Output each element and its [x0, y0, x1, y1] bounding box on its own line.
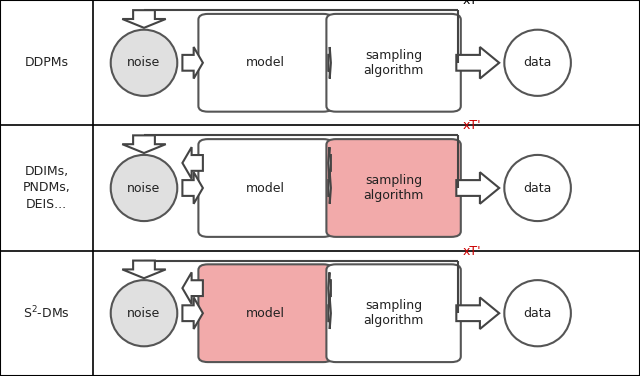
Text: DDPMs: DDPMs	[24, 56, 68, 69]
Text: sampling
algorithm: sampling algorithm	[364, 49, 424, 77]
Text: noise: noise	[127, 182, 161, 194]
Text: xT: xT	[463, 0, 478, 7]
FancyBboxPatch shape	[326, 264, 461, 362]
Text: data: data	[524, 182, 552, 194]
Text: data: data	[524, 307, 552, 320]
Polygon shape	[328, 47, 331, 79]
Ellipse shape	[111, 30, 177, 96]
Polygon shape	[122, 261, 166, 278]
Text: noise: noise	[127, 307, 161, 320]
FancyBboxPatch shape	[198, 264, 333, 362]
Polygon shape	[182, 147, 203, 179]
Ellipse shape	[504, 30, 571, 96]
Text: xT': xT'	[463, 244, 481, 258]
Polygon shape	[456, 297, 499, 329]
Text: data: data	[524, 56, 552, 69]
Polygon shape	[182, 297, 203, 329]
Polygon shape	[328, 297, 331, 329]
Polygon shape	[328, 272, 331, 304]
Polygon shape	[328, 172, 331, 204]
Polygon shape	[456, 47, 499, 79]
Text: sampling
algorithm: sampling algorithm	[364, 299, 424, 327]
Polygon shape	[182, 172, 203, 204]
Ellipse shape	[111, 155, 177, 221]
Text: sampling
algorithm: sampling algorithm	[364, 174, 424, 202]
Text: DDIMs,
PNDMs,
DEIS...: DDIMs, PNDMs, DEIS...	[22, 165, 70, 211]
Text: xT': xT'	[463, 119, 481, 132]
Polygon shape	[456, 172, 499, 204]
Polygon shape	[182, 47, 203, 79]
FancyBboxPatch shape	[198, 139, 333, 237]
Text: model: model	[246, 56, 285, 69]
FancyBboxPatch shape	[326, 139, 461, 237]
Polygon shape	[328, 147, 331, 179]
Text: S$^2$-DMs: S$^2$-DMs	[23, 305, 70, 321]
Text: model: model	[246, 307, 285, 320]
Text: noise: noise	[127, 56, 161, 69]
Ellipse shape	[111, 280, 177, 346]
FancyBboxPatch shape	[198, 14, 333, 112]
Ellipse shape	[504, 155, 571, 221]
Polygon shape	[122, 135, 166, 153]
Ellipse shape	[504, 280, 571, 346]
FancyBboxPatch shape	[326, 14, 461, 112]
Polygon shape	[182, 272, 203, 304]
Polygon shape	[122, 10, 166, 28]
Text: model: model	[246, 182, 285, 194]
